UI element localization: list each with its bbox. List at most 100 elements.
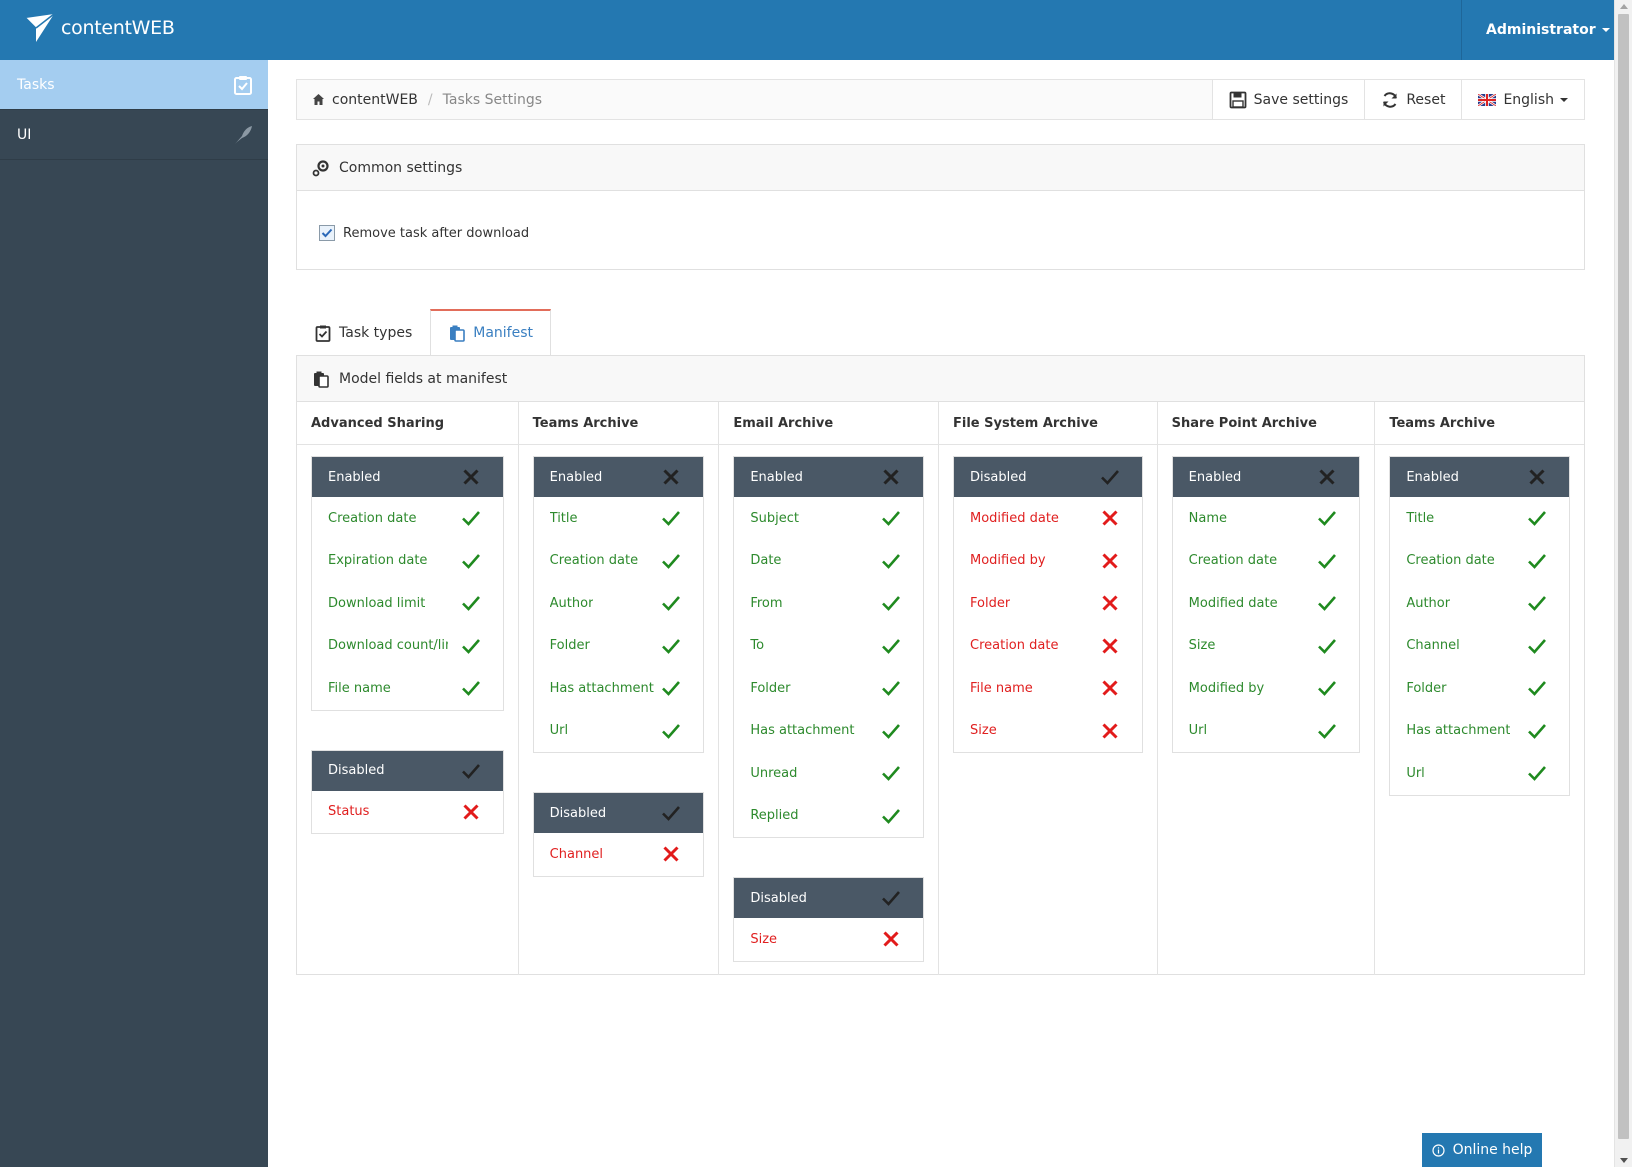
breadcrumb-bar: contentWEB / Tasks Settings Save setting… [296, 79, 1585, 120]
caret-down-icon [1601, 28, 1610, 32]
field-row[interactable]: Author [534, 582, 704, 625]
disabled-fields-box: Disabled Status [311, 749, 504, 834]
field-row[interactable]: Author [1390, 582, 1569, 625]
field-row[interactable]: Status [312, 791, 503, 834]
field-label: Download limit [328, 595, 426, 611]
reset-button[interactable]: Reset [1364, 80, 1462, 119]
check-icon [882, 723, 900, 739]
field-row[interactable]: Folder [534, 625, 704, 668]
user-menu[interactable]: Administrator [1461, 0, 1614, 60]
clipboard-check-icon [234, 76, 252, 95]
field-row[interactable]: Modified by [1173, 667, 1360, 710]
field-label: Size [1188, 638, 1216, 654]
check-icon [1528, 553, 1546, 569]
field-row[interactable]: Download count/limit [312, 625, 503, 668]
enabled-header[interactable]: Enabled [312, 457, 503, 497]
field-row[interactable]: Creation date [1390, 540, 1569, 583]
disabled-header[interactable]: Disabled [734, 878, 923, 918]
close-icon [883, 931, 899, 947]
field-label: Folder [750, 680, 791, 696]
field-row[interactable]: Size [954, 710, 1142, 753]
field-row[interactable]: Has attachment [1390, 710, 1569, 753]
enabled-header[interactable]: Enabled [1390, 457, 1569, 497]
app-logo[interactable]: contentWEB [24, 12, 175, 44]
manifest-column: Teams Archive Enabled Title Creation date Au… [1375, 402, 1584, 975]
scroll-down-icon[interactable] [1620, 1158, 1628, 1163]
check-icon [662, 638, 681, 654]
field-row[interactable]: Creation date [1173, 540, 1360, 583]
field-row[interactable]: File name [954, 667, 1142, 710]
field-row[interactable]: Has attachment [734, 710, 923, 753]
field-row[interactable]: Title [534, 497, 704, 540]
field-row[interactable]: Title [1390, 497, 1569, 540]
field-row[interactable]: Modified date [1173, 582, 1360, 625]
disabled-header[interactable]: Disabled [312, 750, 503, 791]
breadcrumb-home[interactable]: contentWEB [332, 91, 418, 108]
field-label: Size [750, 931, 778, 947]
tab-task-types[interactable]: Task types [296, 309, 430, 356]
manifest-title: Model fields at manifest [339, 370, 508, 387]
disabled-header[interactable]: Disabled [954, 457, 1142, 497]
field-label: Channel [549, 846, 604, 862]
field-label: Creation date [970, 638, 1059, 654]
field-row[interactable]: Url [534, 710, 704, 753]
field-row[interactable]: Unread [734, 752, 923, 795]
field-row[interactable]: To [734, 625, 923, 668]
field-label: Url [1188, 723, 1208, 739]
field-row[interactable]: Creation date [534, 540, 704, 583]
save-settings-button[interactable]: Save settings [1211, 80, 1365, 119]
manifest-column: Teams Archive Enabled Title Creation date Au… [518, 402, 720, 975]
field-row[interactable]: Channel [534, 833, 704, 876]
scroll-up-icon[interactable] [1620, 4, 1628, 9]
field-row[interactable]: Folder [1390, 667, 1569, 710]
field-label: Expiration date [328, 553, 428, 569]
field-row[interactable]: Modified date [954, 497, 1142, 540]
close-icon [463, 804, 479, 820]
online-help-label: Online help [1452, 1142, 1533, 1158]
paper-plane-icon [25, 13, 55, 42]
check-icon [662, 681, 681, 697]
enabled-header[interactable]: Enabled [1172, 457, 1360, 497]
field-row[interactable]: Channel [1390, 625, 1569, 668]
field-row[interactable]: Has attachment [534, 667, 704, 710]
column-title: File System Archive [939, 402, 1157, 445]
field-row[interactable]: Name [1173, 497, 1360, 540]
field-row[interactable]: From [734, 582, 923, 625]
column-title: Advanced Sharing [297, 402, 518, 445]
field-row[interactable]: Folder [954, 582, 1142, 625]
field-row[interactable]: Date [734, 540, 923, 583]
field-row[interactable]: Subject [734, 497, 923, 540]
field-row[interactable]: Url [1173, 710, 1360, 753]
disabled-header[interactable]: Disabled [533, 793, 704, 833]
disable-all-icon [1529, 469, 1545, 485]
enabled-header[interactable]: Enabled [533, 457, 704, 497]
uk-flag-icon [1478, 93, 1497, 106]
scroll-thumb[interactable] [1618, 14, 1629, 1139]
language-dropdown[interactable]: English [1461, 80, 1584, 119]
check-icon [461, 596, 480, 612]
field-row[interactable]: Url [1390, 752, 1569, 795]
remove-task-checkbox[interactable] [319, 225, 335, 241]
field-row[interactable]: Download limit [312, 582, 503, 625]
field-row[interactable]: Expiration date [312, 540, 503, 583]
disable-all-icon [1319, 469, 1335, 485]
field-row[interactable]: Creation date [312, 497, 503, 540]
field-row[interactable]: Modified by [954, 540, 1142, 583]
sidebar-item-ui[interactable]: UI [0, 110, 268, 160]
page-scrollbar[interactable] [1614, 0, 1632, 1167]
sidebar-item-tasks[interactable]: Tasks [0, 60, 268, 110]
field-row[interactable]: Size [1173, 625, 1360, 668]
field-row[interactable]: Folder [734, 667, 923, 710]
field-label: Status [328, 804, 370, 820]
field-row[interactable]: Replied [734, 795, 923, 838]
enable-all-icon [461, 763, 480, 779]
check-icon [461, 681, 480, 697]
field-row[interactable]: File name [312, 667, 503, 710]
enabled-header[interactable]: Enabled [734, 457, 923, 497]
field-row[interactable]: Creation date [954, 625, 1142, 668]
language-label: English [1503, 91, 1554, 108]
enabled-fields-box: Enabled Title Creation date Author Folder Has… [532, 456, 705, 753]
tab-manifest[interactable]: Manifest [430, 309, 551, 356]
online-help-button[interactable]: Online help [1422, 1133, 1542, 1167]
field-row[interactable]: Size [734, 918, 923, 961]
